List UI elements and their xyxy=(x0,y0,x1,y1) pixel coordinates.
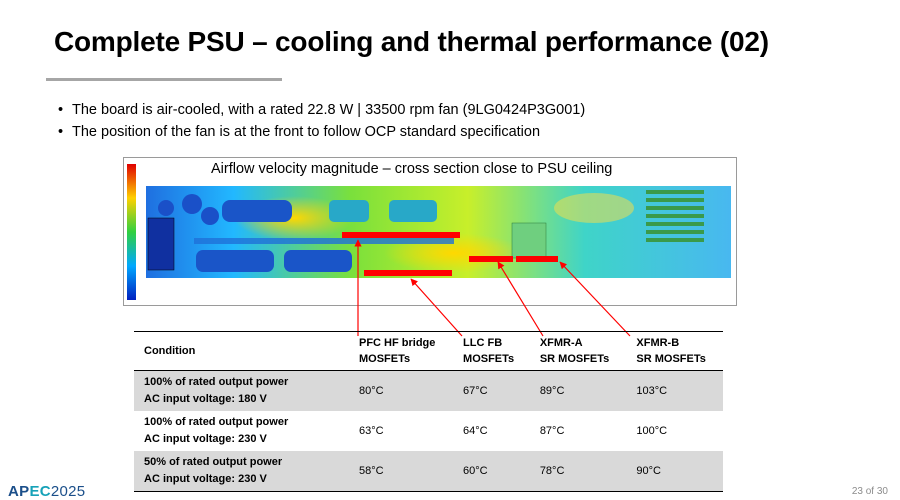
velocity-color-scale xyxy=(127,164,136,300)
header-llc: LLC FB MOSFETs xyxy=(453,331,530,371)
cell-value: 100°C xyxy=(636,425,668,437)
cell-value: 103°C xyxy=(626,370,723,411)
cell-value: 78°C xyxy=(529,451,627,492)
title-underline xyxy=(46,78,282,81)
slide-title: Complete PSU – cooling and thermal perfo… xyxy=(54,26,769,57)
airflow-velocity-plot xyxy=(124,158,736,305)
llc-mosfet-highlight xyxy=(364,270,452,276)
xfmr-b-mosfet-highlight xyxy=(516,256,558,262)
row-condition: 100% of rated output power AC input volta… xyxy=(134,370,349,411)
page-number: 23 of 30 xyxy=(851,486,888,497)
cell-value: 90°C xyxy=(626,451,723,492)
table-header-row: Condition PFC HF bridge MOSFETs LLC FB MOS… xyxy=(134,331,723,371)
header-pfc: PFC HF bridge MOSFETs xyxy=(349,331,454,371)
table-row: 100% of rated output power AC input volta… xyxy=(134,411,723,451)
figure-caption: Airflow velocity magnitude – cross secti… xyxy=(208,161,616,177)
xfmr-a-mosfet-highlight xyxy=(469,256,513,262)
cell-value: 89°C xyxy=(529,370,627,411)
apec-logo: APEC2025 xyxy=(8,483,86,500)
table-row: 100% of rated output power AC input volta… xyxy=(134,370,723,411)
cell-value: 87°C xyxy=(539,425,565,437)
cell-value: 67°C xyxy=(453,370,530,411)
header-xfmr-b: XFMR-B SR MOSFETs xyxy=(626,331,723,371)
bullet-item: The position of the fan is at the front … xyxy=(58,121,585,143)
cell-value: 60°C xyxy=(453,451,530,492)
bullet-item: The board is air-cooled, with a rated 22… xyxy=(58,99,585,121)
cell-value: 58°C xyxy=(349,451,454,492)
table-row: 50% of rated output power AC input voltag… xyxy=(134,451,723,492)
thermal-results-table: Condition PFC HF bridge MOSFETs LLC FB MOS… xyxy=(134,331,723,492)
cell-value: 80°C xyxy=(349,370,454,411)
row-condition: 100% of rated output power AC input volta… xyxy=(144,416,289,445)
airflow-simulation-image: Airflow velocity magnitude – cross secti… xyxy=(123,157,737,306)
pfc-mosfet-highlight xyxy=(342,232,460,238)
bullet-list: The board is air-cooled, with a rated 22… xyxy=(58,99,585,143)
header-condition: Condition xyxy=(134,331,349,371)
fan-block xyxy=(147,217,175,271)
header-xfmr-a: XFMR-A SR MOSFETs xyxy=(529,331,627,371)
cell-value: 64°C xyxy=(463,425,488,437)
cell-value: 63°C xyxy=(359,425,384,437)
row-condition: 50% of rated output power AC input voltag… xyxy=(134,451,349,492)
